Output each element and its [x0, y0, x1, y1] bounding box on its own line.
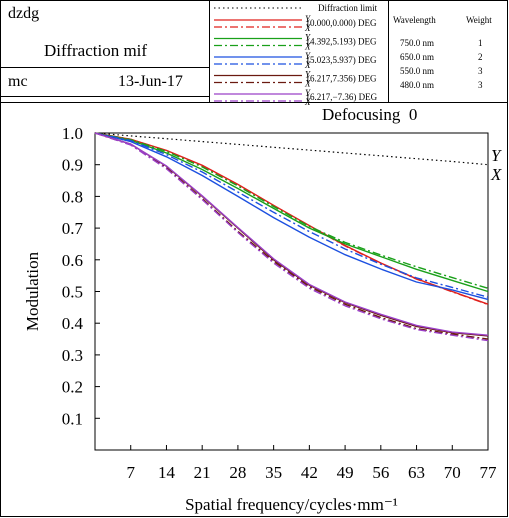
- x-tick-label: 35: [265, 463, 282, 482]
- y-tick-label: 0.1: [62, 409, 83, 428]
- y-tick-label: 0.4: [62, 314, 84, 333]
- x-tick-label: 63: [408, 463, 425, 482]
- series-line: [94, 132, 489, 336]
- defocusing-text: Defocusing: [322, 105, 401, 124]
- x-tick-label: 14: [158, 463, 176, 482]
- project-name: dzdg: [8, 5, 40, 22]
- legend-entry-y: Y: [305, 88, 311, 98]
- series-line: [94, 132, 489, 293]
- legend-entry-x: X: [304, 79, 311, 89]
- x-tick-label: 28: [229, 463, 246, 482]
- x-tick-label: 70: [444, 463, 461, 482]
- y-tick-label: 0.5: [62, 283, 83, 302]
- legend-entry-y: Y: [305, 14, 311, 24]
- legend-entry-x: X: [304, 23, 311, 33]
- weight-row-3: 3: [478, 66, 483, 76]
- legend-field-label: (0.000,0.000) DEG: [307, 18, 377, 28]
- y-axis-label: Modulation: [23, 251, 42, 331]
- weight-row-4: 3: [478, 80, 483, 90]
- legend-field-label: (6.217,7.356) DEG: [307, 74, 377, 84]
- defocusing-label: Defocusing 0: [322, 105, 417, 125]
- plot-area: [94, 132, 489, 451]
- x-tick-label: 42: [301, 463, 318, 482]
- series-lines: [94, 132, 489, 342]
- wavelength-row-1: 750.0 nm: [400, 38, 435, 48]
- y-tick-label: 0.7: [62, 219, 84, 238]
- x-tick-label: 49: [337, 463, 354, 482]
- legend-field-label: (6.217,−7.36) DEG: [307, 92, 378, 102]
- wavelength-row-4: 480.0 nm: [400, 80, 435, 90]
- y-tick-label: 0.3: [62, 346, 83, 365]
- legend-entry-x: X: [304, 42, 311, 52]
- series-line: [94, 132, 489, 340]
- x-tick-label: 56: [372, 463, 389, 482]
- legend-entry-x: X: [304, 97, 311, 107]
- weight-header: Weight: [466, 15, 492, 25]
- series-line: [94, 132, 489, 289]
- axes: [94, 132, 489, 451]
- y-tick-label: 0.9: [62, 156, 83, 175]
- x-tick-label: 21: [194, 463, 211, 482]
- date-label: 13-Jun-17: [118, 73, 183, 90]
- series-line: [94, 132, 489, 166]
- weight-row-2: 2: [478, 52, 483, 62]
- user-name: mc: [8, 73, 28, 90]
- legend-entry-y: Y: [305, 33, 311, 43]
- series-line: [94, 132, 489, 342]
- y-tick-label: 0.6: [62, 251, 83, 270]
- wavelength-row-2: 650.0 nm: [400, 52, 435, 62]
- legend-entry-x: X: [304, 60, 311, 70]
- series-line: [94, 132, 489, 301]
- wavelength-header: Wavelength: [393, 15, 436, 25]
- series-line: [94, 132, 489, 298]
- chart-title: Diffraction mif: [44, 41, 148, 60]
- axis-labels: Spatial frequency/cycles·mm⁻¹ Modulation Y…: [23, 146, 502, 514]
- series-line: [94, 132, 489, 337]
- y-tick-label: 1.0: [62, 124, 83, 143]
- legend-field-label: (4.392,5.193) DEG: [307, 37, 377, 47]
- x-tick-label: 77: [480, 463, 498, 482]
- curve-label-y: Y: [491, 146, 502, 165]
- legend-diffraction-label: Diffraction limit: [318, 3, 378, 13]
- defocusing-value: 0: [408, 105, 418, 124]
- y-tick-label: 0.8: [62, 187, 83, 206]
- x-axis-label: Spatial frequency/cycles·mm⁻¹: [185, 495, 398, 514]
- legend-entry-y: Y: [305, 51, 311, 61]
- legend-field-label: (5.023,5.937) DEG: [307, 55, 377, 65]
- weight-row-1: 1: [478, 38, 483, 48]
- tick-labels: 0.1 0.2 0.3 0.4 0.5 0.6 0.7 0.8 0.9 1.0 7 14 21 28 35 4…: [62, 124, 497, 482]
- header-divider: [0, 102, 508, 103]
- legend-entry-y: Y: [305, 70, 311, 80]
- y-tick-label: 0.2: [62, 378, 83, 397]
- curve-label-x: X: [490, 165, 502, 184]
- wavelength-row-3: 550.0 nm: [400, 66, 435, 76]
- x-tick-label: 7: [126, 463, 135, 482]
